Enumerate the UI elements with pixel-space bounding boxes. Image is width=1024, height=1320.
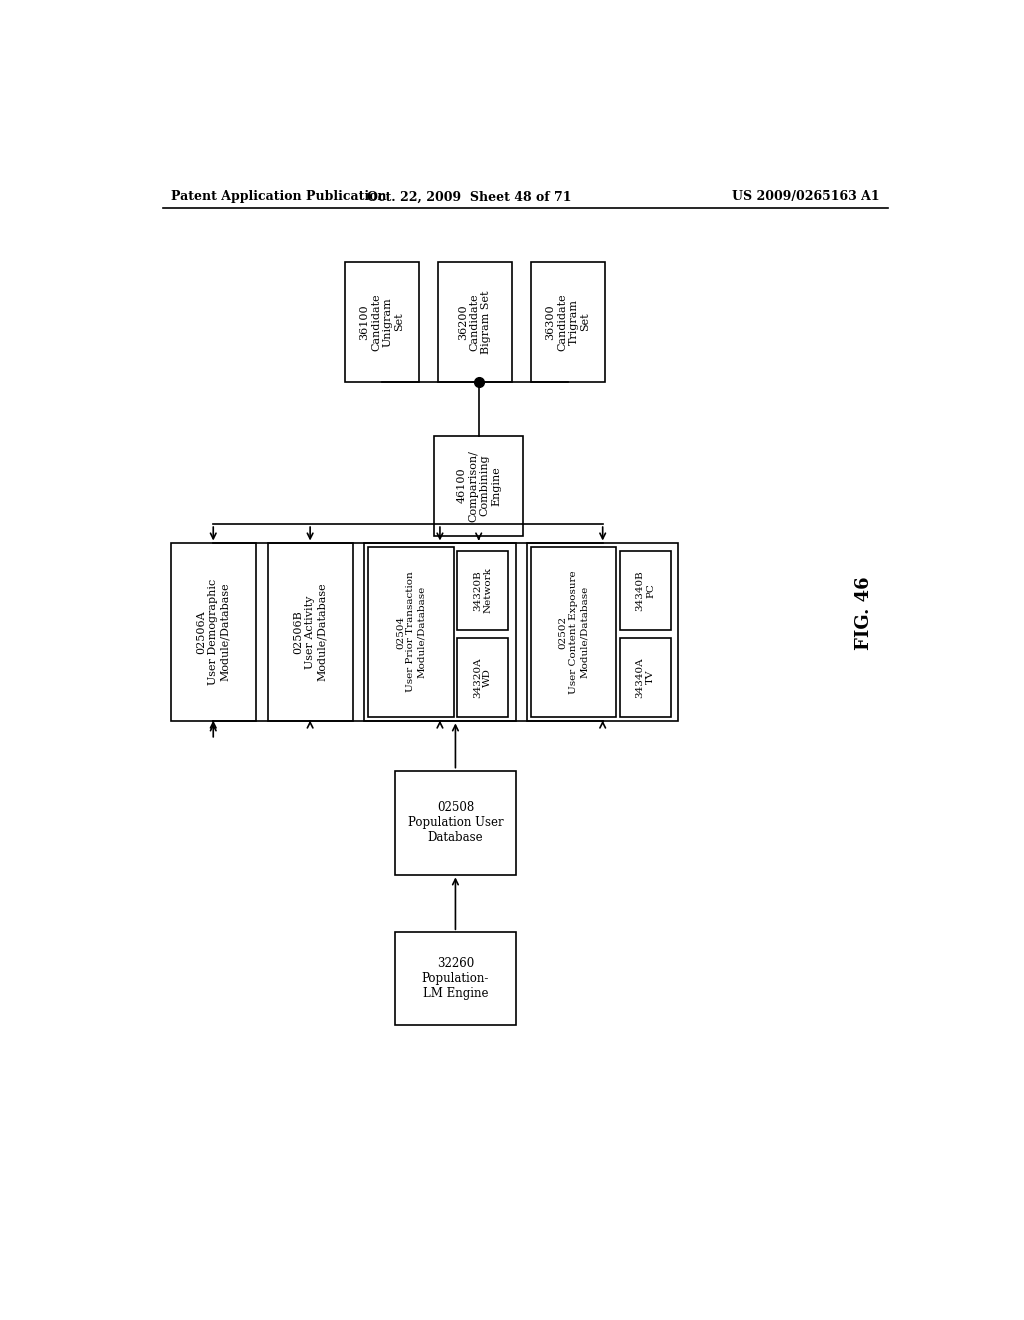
- Bar: [531, 263, 604, 381]
- Text: 32260
Population-
LM Engine: 32260 Population- LM Engine: [422, 957, 489, 1001]
- Bar: [434, 436, 523, 536]
- Text: 34320B
Network: 34320B Network: [473, 568, 493, 612]
- Text: 02508
Population User
Database: 02508 Population User Database: [408, 801, 503, 843]
- Text: 02504
User Prior Transaction
Module/Database: 02504 User Prior Transaction Module/Data…: [396, 572, 426, 692]
- Text: 36300
Candidate
Trigram
Set: 36300 Candidate Trigram Set: [546, 293, 590, 351]
- Bar: [345, 263, 419, 381]
- Bar: [369, 548, 454, 717]
- Text: 02502
User Content Exposure
Module/Database: 02502 User Content Exposure Module/Datab…: [559, 570, 589, 694]
- Bar: [531, 548, 616, 717]
- Bar: [267, 544, 352, 721]
- Bar: [458, 550, 508, 630]
- Text: 36200
Candidate
Bigram Set: 36200 Candidate Bigram Set: [458, 290, 492, 354]
- Text: 02506A
User Demographic
Module/Database: 02506A User Demographic Module/Database: [197, 579, 229, 685]
- Text: 02506B
User Activity
Module/Database: 02506B User Activity Module/Database: [294, 582, 327, 681]
- Bar: [621, 638, 671, 717]
- Text: Patent Application Publication: Patent Application Publication: [171, 190, 386, 203]
- Bar: [438, 263, 512, 381]
- Bar: [171, 544, 256, 721]
- Text: 46100
Comparison/
Combining
Engine: 46100 Comparison/ Combining Engine: [457, 450, 501, 521]
- Bar: [395, 771, 515, 875]
- Text: 34340A
TV: 34340A TV: [636, 657, 655, 697]
- Text: US 2009/0265163 A1: US 2009/0265163 A1: [732, 190, 880, 203]
- Bar: [365, 544, 515, 721]
- Text: Oct. 22, 2009  Sheet 48 of 71: Oct. 22, 2009 Sheet 48 of 71: [367, 190, 571, 203]
- Bar: [458, 638, 508, 717]
- Bar: [621, 550, 671, 630]
- Text: 34340B
PC: 34340B PC: [636, 570, 655, 611]
- Text: FIG. 46: FIG. 46: [855, 576, 873, 649]
- Text: 34320A
WD: 34320A WD: [473, 657, 493, 697]
- Bar: [395, 932, 515, 1024]
- Bar: [527, 544, 678, 721]
- Text: 36100
Candidate
Unigram
Set: 36100 Candidate Unigram Set: [359, 293, 404, 351]
